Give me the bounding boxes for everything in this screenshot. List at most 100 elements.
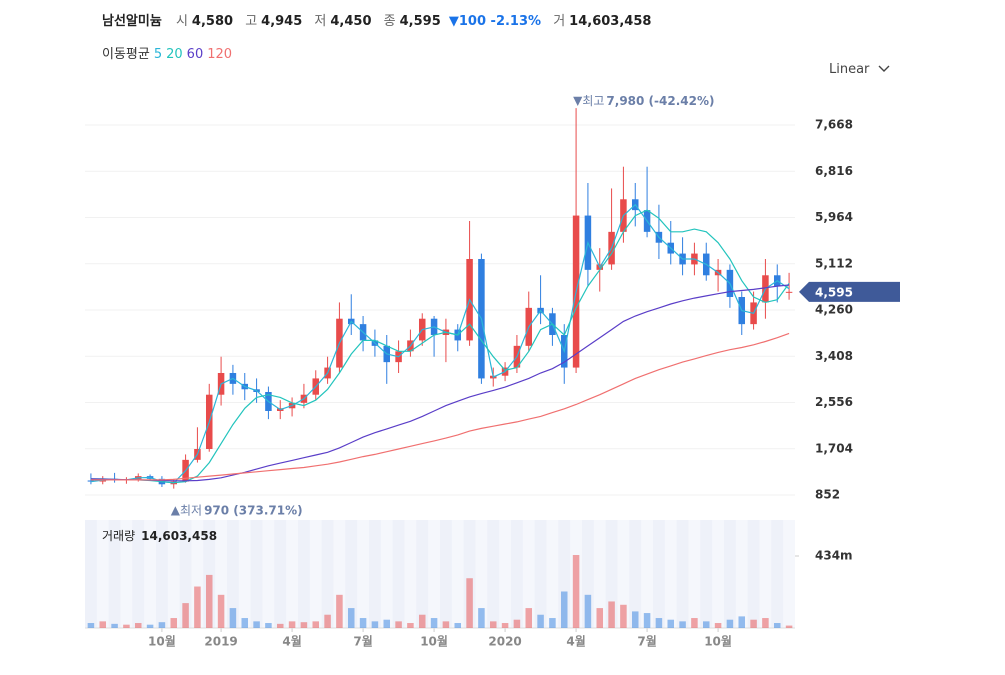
ma-title: 이동평균 — [102, 47, 150, 62]
volume-bar — [572, 555, 580, 628]
volume-bar — [785, 625, 793, 628]
volume-bar — [549, 618, 556, 628]
volume-stripe — [108, 520, 121, 628]
volume-stripe — [203, 520, 216, 628]
volume-bar — [383, 619, 391, 628]
volume-bar — [371, 621, 379, 628]
open-label: 시 — [175, 14, 188, 29]
low-annotation-label: 최저 — [180, 503, 202, 517]
volume-stripe — [345, 520, 358, 628]
last-price-tag — [799, 281, 900, 302]
ma-line — [90, 332, 790, 481]
scale-menu[interactable]: Linear — [829, 62, 890, 77]
low-annotation: ▲최저 970 (373.71%) — [171, 503, 303, 517]
volume-stripe — [274, 520, 287, 628]
volume-bar — [478, 608, 485, 628]
volume-bar — [336, 594, 343, 628]
volume-stripe — [227, 520, 239, 628]
volume-bar — [312, 621, 320, 628]
ma-legend-item: 5 — [153, 47, 163, 62]
volume-bar — [596, 608, 604, 628]
y-tick-label: 3,408 — [815, 349, 853, 363]
volume-stripe — [463, 520, 476, 628]
y-tick-label: 1,704 — [815, 441, 853, 455]
ma-legend-item: 20 — [166, 47, 183, 62]
volume-bar — [631, 611, 639, 628]
x-tick-label: 10월 — [420, 634, 448, 649]
y-tick-label: 5,112 — [815, 256, 853, 270]
volume-stripe — [298, 520, 310, 628]
volume-bar — [608, 601, 615, 628]
volume-bar — [501, 623, 509, 628]
volume-stripe — [440, 520, 452, 628]
close-label: 종 — [383, 14, 396, 29]
volume-bar — [134, 623, 142, 628]
stock-name: 남선알미늄 — [102, 14, 162, 29]
volume-stripe — [156, 520, 168, 628]
high-label: 고 — [245, 14, 258, 29]
volume-bar — [454, 623, 462, 628]
scale-menu-label[interactable]: Linear — [829, 62, 870, 77]
y-tick-label: 6,816 — [815, 164, 853, 178]
volume-label: 거 — [553, 14, 566, 29]
ma-legend-item: 60 — [186, 47, 204, 62]
low-annotation-text: 970 (373.71%) — [204, 503, 303, 517]
volume-bar — [560, 591, 568, 628]
header: 남선알미늄 시 4,580 고 4,945 저 4,450 종 4,595 ▼100 -… — [102, 10, 651, 29]
x-tick-label: 7월 — [637, 634, 656, 649]
volume-bar — [762, 618, 769, 628]
down-arrow: ▼ — [448, 14, 459, 29]
volume-bar — [300, 622, 308, 628]
volume-bar — [395, 621, 402, 628]
volume-stripe — [511, 520, 523, 628]
close-value: 4,595 — [399, 14, 441, 29]
y-tick-label: 4,260 — [815, 303, 853, 317]
volume-bar — [182, 603, 189, 628]
volume-bar — [146, 624, 154, 628]
volume-stripe — [605, 520, 618, 628]
volume-bar — [288, 621, 296, 628]
volume-bar — [750, 619, 757, 628]
volume-bar — [418, 614, 426, 628]
volume-bar — [87, 623, 95, 628]
volume-bar — [773, 623, 781, 628]
volume-stripe — [487, 520, 500, 628]
volume-stripe — [653, 520, 665, 628]
volume-title-label: 거래량 — [102, 529, 135, 543]
volume-bar — [265, 623, 272, 628]
open-value: 4,580 — [191, 14, 234, 29]
ma-legend: 이동평균 5 20 60 120 — [102, 43, 236, 62]
x-tick-label: 10월 — [704, 634, 732, 649]
y-tick-label: 5,964 — [815, 210, 853, 224]
volume-bar — [537, 614, 544, 628]
change: 100 -2.13% — [458, 14, 542, 29]
volume-bar — [111, 623, 118, 628]
low-label: 저 — [314, 14, 327, 29]
volume-bar — [158, 622, 166, 628]
volume-stripe — [392, 520, 405, 628]
volume-bar — [726, 619, 734, 628]
ma-line — [90, 209, 790, 484]
ma-line — [90, 284, 790, 482]
volume-bar — [123, 624, 130, 628]
ma-legend-item: 120 — [207, 47, 233, 62]
volume-stripe — [416, 520, 429, 628]
volume-bar — [407, 623, 414, 628]
volume-stripe — [747, 520, 760, 628]
volume-bar — [525, 608, 533, 628]
x-tick-label: 7월 — [353, 634, 372, 649]
volume-bar — [194, 586, 201, 628]
volume-stripe — [558, 520, 571, 628]
volume-stripe — [534, 520, 547, 628]
x-tick-label: 4월 — [282, 634, 301, 649]
volume-bar — [655, 618, 663, 628]
volume-value: 14,603,458 — [569, 14, 652, 29]
last-price-label: 4,595 — [815, 285, 853, 299]
candle-body — [785, 291, 793, 293]
volume-bar — [513, 619, 521, 628]
volume-bar — [667, 619, 675, 628]
volume-stripe — [676, 520, 689, 628]
high-annotation: ▼최고 7,980 (-42.42%) — [573, 94, 714, 108]
